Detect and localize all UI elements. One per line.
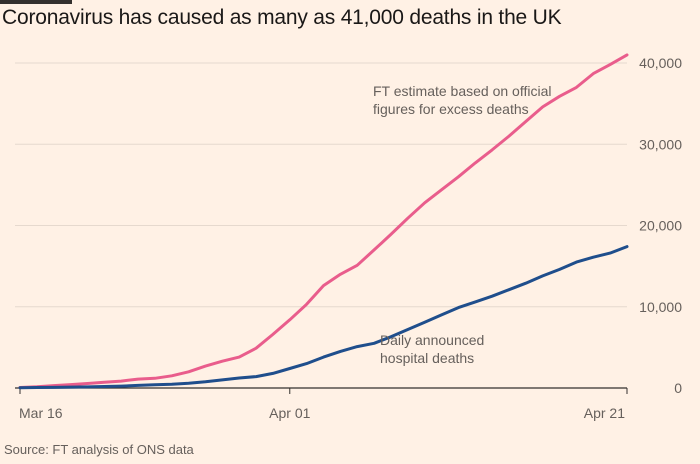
- y-tick-label: 40,000: [639, 55, 682, 71]
- top-rule: [0, 0, 72, 4]
- annotation-excess-deaths: FT estimate based on official: [373, 83, 551, 99]
- x-tick-label: Apr 21: [584, 405, 625, 421]
- gridlines: [15, 62, 627, 389]
- y-tick-label: 10,000: [639, 299, 682, 315]
- annotation-hospital-deaths: hospital deaths: [380, 350, 474, 366]
- y-tick-label: 0: [674, 380, 682, 396]
- annotation-hospital-deaths: Daily announced: [380, 332, 484, 348]
- series-line-hospital-deaths: [18, 245, 629, 390]
- y-tick-label: 20,000: [639, 218, 682, 234]
- annotations: FT estimate based on official figures for…: [373, 83, 551, 366]
- series-line-excess-deaths: [18, 53, 629, 389]
- x-tick-label: Apr 01: [269, 405, 310, 421]
- y-tick-label: 30,000: [639, 136, 682, 152]
- source-note: Source: FT analysis of ONS data: [4, 442, 194, 457]
- y-axis: 0 10,000 20,000 30,000 40,000: [639, 55, 682, 396]
- x-axis: Mar 16 Apr 01 Apr 21: [19, 388, 628, 421]
- x-tick-label: Mar 16: [19, 405, 63, 421]
- chart-title: Coronavirus has caused as many as 41,000…: [2, 6, 562, 29]
- annotation-excess-deaths: figures for excess deaths: [373, 101, 529, 117]
- series-lines: [18, 53, 629, 390]
